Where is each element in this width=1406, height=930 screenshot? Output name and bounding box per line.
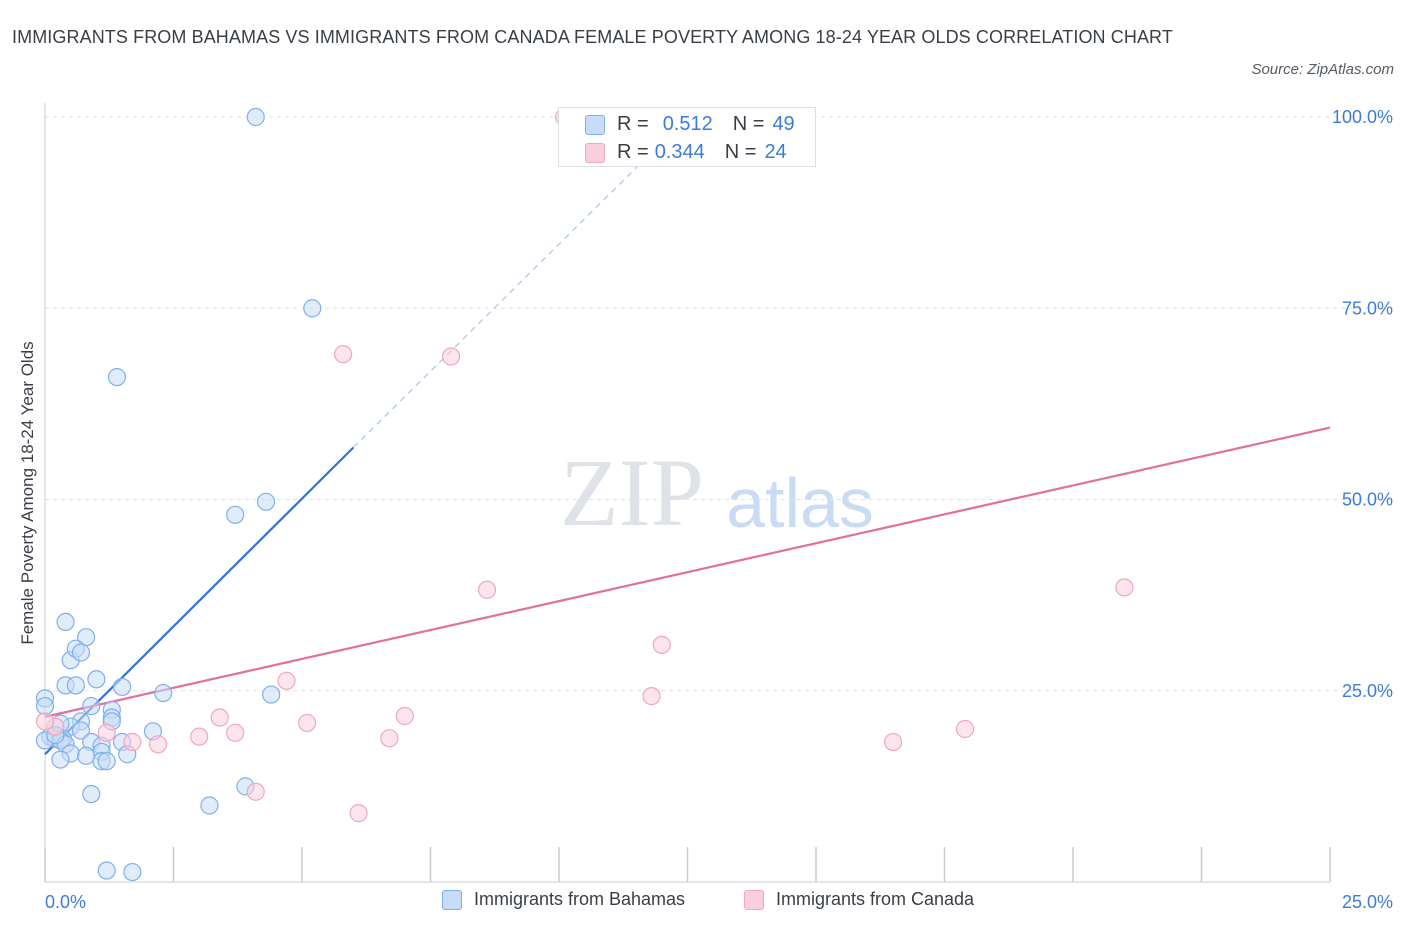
data-point <box>200 796 219 815</box>
data-point <box>51 750 70 769</box>
trend-line-bahamas-extension <box>352 116 688 448</box>
data-point <box>1115 578 1134 597</box>
stats-swatch-bahamas <box>585 115 605 135</box>
watermark-atlas: atlas <box>726 464 874 542</box>
series-0-points <box>35 107 322 882</box>
n-label: N = <box>724 140 757 163</box>
data-point <box>154 683 173 703</box>
data-point <box>246 107 265 127</box>
y-tick-label: 100.0% <box>1332 107 1393 127</box>
r-value: 0.344 <box>654 140 705 163</box>
data-point <box>66 676 85 695</box>
data-point <box>955 719 975 739</box>
trend-lines <box>44 116 1331 756</box>
data-point <box>477 580 497 599</box>
data-point <box>112 677 132 697</box>
r-label: R = <box>617 112 649 135</box>
legend-item-canada[interactable]: Immigrants from Canada <box>744 889 974 910</box>
data-point <box>56 612 75 632</box>
legend-label-canada: Immigrants from Canada <box>776 889 975 909</box>
chart-title: IMMIGRANTS FROM BAHAMAS VS IMMIGRANTS FR… <box>12 27 1173 47</box>
legend-swatch-bahamas <box>442 889 462 910</box>
data-point <box>298 713 317 732</box>
watermark: ZIP atlas <box>560 439 874 546</box>
stats-row-canada: R = 0.344 N = 24 <box>617 138 787 166</box>
data-point <box>148 735 168 754</box>
r-label: R = <box>617 140 649 163</box>
data-point <box>35 712 55 731</box>
legend-swatch-canada <box>744 889 764 910</box>
data-point <box>652 635 671 654</box>
data-point <box>303 299 322 318</box>
data-point <box>210 708 229 727</box>
stats-swatch-canada <box>585 143 605 163</box>
watermark-zip: ZIP <box>560 439 704 546</box>
legend-item-bahamas[interactable]: Immigrants from Bahamas <box>442 889 685 910</box>
data-point <box>87 670 106 689</box>
y-tick-label: 75.0% <box>1342 298 1393 318</box>
y-tick-label: 50.0% <box>1342 490 1393 510</box>
data-point <box>395 706 414 726</box>
data-point <box>190 727 209 746</box>
data-point <box>262 685 281 704</box>
source-note: Source: ZipAtlas.com <box>1251 61 1394 78</box>
series-legend: Immigrants from Bahamas Immigrants from … <box>0 889 1406 915</box>
data-point <box>97 752 116 771</box>
data-point <box>226 723 245 742</box>
n-value: 49 <box>772 112 795 135</box>
data-point <box>226 505 245 524</box>
data-point <box>71 721 91 740</box>
data-point <box>349 804 368 823</box>
data-point <box>883 732 903 752</box>
legend-label-bahamas: Immigrants from Bahamas <box>474 889 686 909</box>
n-label: N = <box>732 112 765 135</box>
x-tick-label: 0.0% <box>45 892 86 912</box>
data-point <box>35 696 55 716</box>
trend-line-canada <box>44 426 1331 718</box>
data-point <box>82 784 101 804</box>
data-point <box>441 347 461 366</box>
tick-labels: 25.0% 50.0% 75.0% 100.0% 0.0% 25.0% <box>45 107 1393 912</box>
data-point <box>77 746 96 765</box>
data-points <box>35 107 1134 882</box>
stats-legend: R = 0.512 N = 49 R = 0.344 N = 24 <box>558 107 816 167</box>
r-value: 0.512 <box>662 112 713 135</box>
data-point <box>642 687 661 706</box>
data-point <box>97 861 116 880</box>
data-point <box>123 862 142 882</box>
data-point <box>256 492 276 511</box>
data-point <box>380 729 399 748</box>
x-tick-label: 25.0% <box>1342 892 1393 912</box>
y-tick-label: 25.0% <box>1342 681 1393 701</box>
axes <box>44 103 1331 883</box>
data-point <box>277 671 296 690</box>
data-point <box>123 732 142 752</box>
data-point <box>82 696 101 716</box>
stats-row-bahamas: R = 0.512 N = 49 <box>617 110 795 138</box>
data-point <box>97 723 116 742</box>
data-point <box>107 368 127 387</box>
n-value: 24 <box>764 140 787 163</box>
data-point <box>334 345 353 364</box>
data-point <box>71 643 91 662</box>
grid-lines <box>45 116 1392 692</box>
data-point <box>246 782 265 801</box>
